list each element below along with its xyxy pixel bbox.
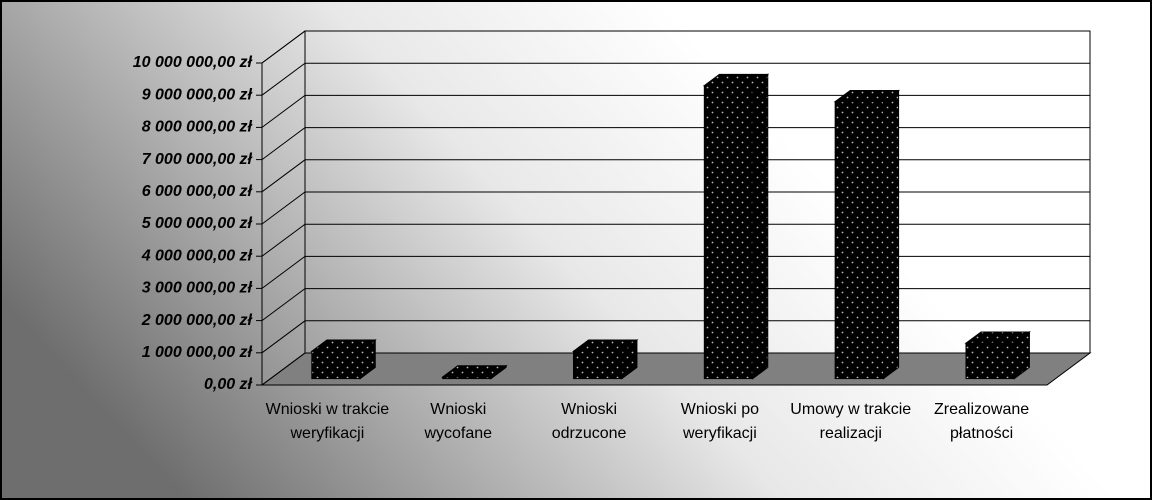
x-tick-label: Wnioski odrzucone xyxy=(551,401,627,442)
bar xyxy=(572,350,623,380)
grid-line xyxy=(261,30,1090,64)
bar xyxy=(703,85,754,380)
y-tick-label: 5 000 000,00 zł xyxy=(142,215,253,232)
y-tick-label: 1 000 000,00 zł xyxy=(142,344,253,361)
x-tick-label: Wnioski po weryfikacji xyxy=(680,401,760,442)
bar xyxy=(311,350,361,380)
y-tick-label: 10 000 000,00 zł xyxy=(133,54,253,71)
bar xyxy=(965,342,1015,380)
y-tick-label: 4 000 000,00 zł xyxy=(141,247,253,264)
y-tick-label: 7 000 000,00 zł xyxy=(142,151,253,168)
grid-line xyxy=(261,320,1090,354)
grid-line xyxy=(261,191,1090,225)
grid-line xyxy=(261,62,1090,96)
y-tick-label: 9 000 000,00 zł xyxy=(142,86,253,103)
bar-side xyxy=(883,89,900,380)
grid-line xyxy=(261,288,1090,322)
y-tick-label: 0,00 zł xyxy=(204,376,253,393)
y-tick-label: 6 000 000,00 zł xyxy=(142,183,253,200)
x-tick-label: Umowy w trakcie realizacji xyxy=(790,401,912,442)
bar xyxy=(834,101,885,380)
x-tick-label: Wnioski wycofane xyxy=(424,401,493,442)
y-tick-label: 2 000 000,00 zł xyxy=(141,312,253,329)
x-tick-label: Zrealizowane płatności xyxy=(934,401,1030,442)
grid-line xyxy=(261,159,1090,193)
grid-line xyxy=(261,94,1090,128)
grid-line xyxy=(261,352,1090,386)
y-tick-label: 3 000 000,00 zł xyxy=(142,280,253,297)
grid-line xyxy=(261,223,1090,257)
bar-side xyxy=(752,73,769,380)
grid-line xyxy=(261,255,1090,289)
y-tick-label: 8 000 000,00 zł xyxy=(142,119,253,136)
x-tick-label: Wnioski w trakcie weryfikacji xyxy=(265,401,390,442)
bar xyxy=(442,376,492,380)
grid-line xyxy=(261,127,1090,161)
